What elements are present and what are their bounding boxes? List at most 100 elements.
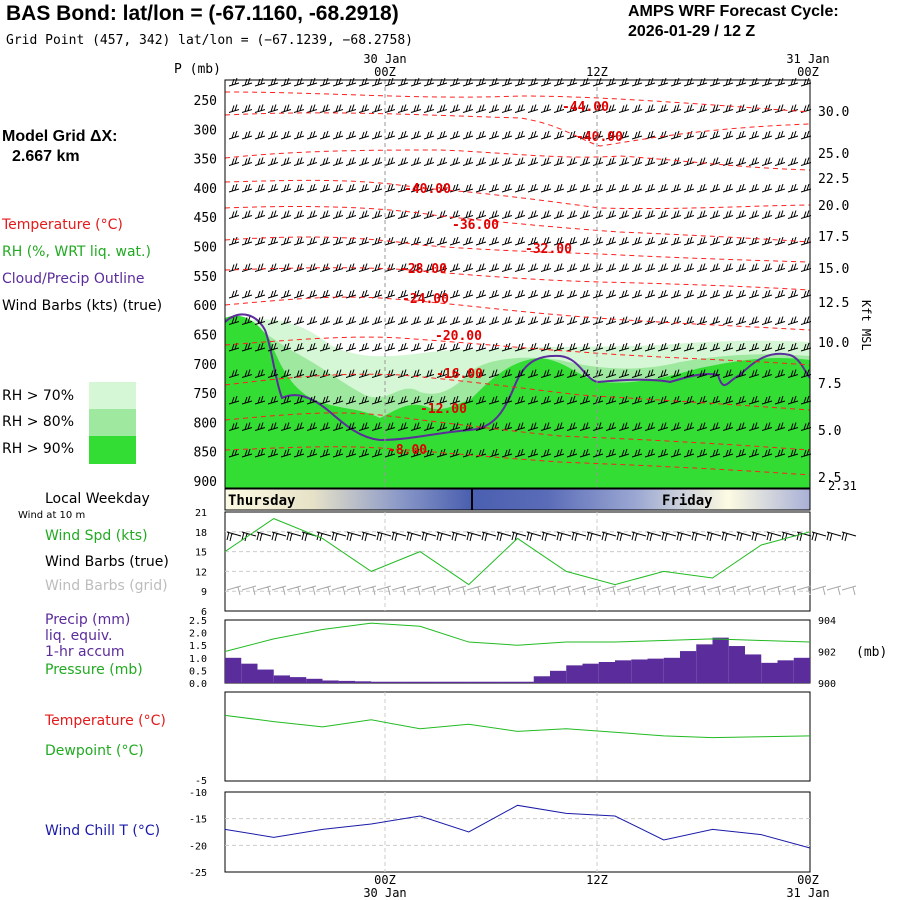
legend-wind-barbs: Wind Barbs (kts) (true): [2, 298, 163, 314]
wind-chill-panel: -10 -15 -20 -25: [189, 788, 811, 879]
top-tick-12z: 12Z: [586, 65, 608, 79]
chill-ytick: -20: [189, 841, 207, 852]
precip-bar: [550, 670, 567, 683]
legend-temperature: Temperature (°C): [2, 217, 123, 233]
precip-bar: [452, 681, 469, 683]
pressure-ytick: 904: [818, 616, 836, 627]
precip-bar: [598, 662, 615, 683]
rh90-area: [225, 315, 810, 488]
wind-barb-row: [228, 77, 812, 87]
height-tick-label: 15.0: [818, 262, 849, 277]
precip-ytick: 1.5: [189, 641, 207, 652]
isotherm-label: -32.00: [525, 242, 572, 257]
grid-point-label: Grid Point (457, 342) lat/lon = (−67.123…: [6, 33, 413, 48]
precip-bar: [290, 677, 307, 683]
wind-barb-row: [228, 183, 812, 193]
legend-rh70-swatch: [89, 382, 136, 409]
isotherm-label: -28.00: [400, 262, 447, 277]
precip-bar: [793, 657, 810, 683]
precip-ytick: 0.0: [189, 679, 207, 690]
legend-rh80-label: RH > 80%: [2, 414, 75, 430]
height-tick-label: 12.5: [818, 296, 849, 311]
precip-bar: [745, 654, 762, 683]
pressure-unit: (mb): [856, 645, 887, 660]
precip-bar: [712, 637, 729, 683]
isotherm-label: -36.00: [452, 218, 499, 233]
wind-ytick: 12: [195, 567, 207, 578]
pressure-tick-label: 250: [194, 94, 217, 109]
wind-chill-series: [224, 804, 811, 849]
pressure-tick-label: 900: [194, 475, 217, 490]
precip-bar: [403, 681, 420, 683]
pressure-tick-label: 550: [194, 270, 217, 285]
wind-barb-row: [228, 289, 812, 299]
precip-bar: [420, 681, 437, 683]
pressure-axis-title: P (mb): [174, 62, 221, 77]
wind-panel: 21 18 15 12 9 6: [195, 508, 857, 618]
precip-bar: [501, 681, 518, 683]
wind-barb-row: [228, 210, 812, 219]
bottom-tick-12z: 12Z: [586, 873, 608, 887]
precip-label: Precip (mm): [45, 612, 131, 628]
chill-ytick: -15: [189, 815, 207, 826]
legend-rh70-label: RH > 70%: [2, 388, 75, 404]
pressure-tick-label: 500: [194, 241, 217, 256]
precip-bar: [680, 651, 697, 683]
wind-barb-row: [228, 342, 812, 352]
precip-bar: [533, 676, 550, 683]
grid-wind-barb-series: [226, 585, 857, 596]
legend-rh90-swatch: [89, 436, 136, 464]
precip-bar: [436, 681, 453, 683]
isotherm-label: -24.00: [402, 292, 449, 307]
cloud-outline: [224, 313, 811, 442]
wind-barb-row: [228, 395, 812, 405]
precip-bar: [468, 681, 485, 683]
legend-rh: RH (%, WRT liq. wat.): [2, 244, 151, 260]
legend-rh90-label: RH > 90%: [2, 441, 75, 457]
height-axis-title: Kft MSL: [859, 300, 873, 351]
temperature-label: Temperature (°C): [45, 713, 166, 729]
precip-bar: [728, 646, 745, 683]
temperature-panel: -5: [195, 691, 811, 787]
wind-ytick: 21: [195, 508, 207, 519]
dewpoint-series: [224, 714, 811, 739]
height-tick-label: 25.0: [818, 147, 849, 162]
height-bottom-value: 2.31: [828, 479, 857, 493]
wind-barb-row: [228, 316, 812, 325]
chill-ytick: -10: [189, 788, 207, 799]
wind-ytick: 9: [201, 587, 207, 598]
wind-barb-row: [228, 263, 812, 272]
temp-ytick: -5: [195, 776, 207, 787]
pressure-tick-label: 450: [194, 211, 217, 226]
precip-bar: [322, 680, 339, 683]
top-date-1: 30 Jan: [363, 52, 406, 66]
chill-ytick: -25: [189, 868, 207, 879]
precip-bar: [566, 665, 583, 683]
pressure-tick-label: 650: [194, 328, 217, 343]
wind-barb-row: [228, 157, 812, 166]
precip-bar: [306, 678, 323, 683]
precip-ytick: 2.5: [189, 616, 207, 627]
height-tick-label: 5.0: [818, 424, 841, 439]
precip-bar: [663, 657, 680, 683]
isotherm-label: -40.00: [404, 182, 451, 197]
isotherm-label: -40.00: [576, 130, 623, 145]
bottom-date-1: 30 Jan: [363, 886, 406, 900]
precip-bar: [273, 675, 290, 683]
dewpoint-label: Dewpoint (°C): [45, 743, 144, 759]
weekday-label: Local Weekday: [45, 491, 150, 507]
legend-cloud: Cloud/Precip Outline: [2, 271, 145, 287]
pressure-tick-label: 800: [194, 416, 217, 431]
wind-barb-rows: [228, 77, 812, 458]
isotherm-label: -12.00: [420, 402, 467, 417]
pressure-tick-label: 300: [194, 123, 217, 138]
pressure-series: [224, 622, 811, 652]
precip-accum-label: 1-hr accum: [45, 644, 125, 660]
pressure-ytick: 900: [818, 679, 836, 690]
pressure-tick-label: 350: [194, 153, 217, 168]
pressure-ytick: 902: [818, 648, 836, 659]
wind-ytick: 18: [195, 528, 207, 539]
pressure-label: Pressure (mb): [45, 662, 143, 678]
isotherm-label: -44.00: [562, 100, 609, 115]
wind-barb-row: [228, 130, 812, 140]
